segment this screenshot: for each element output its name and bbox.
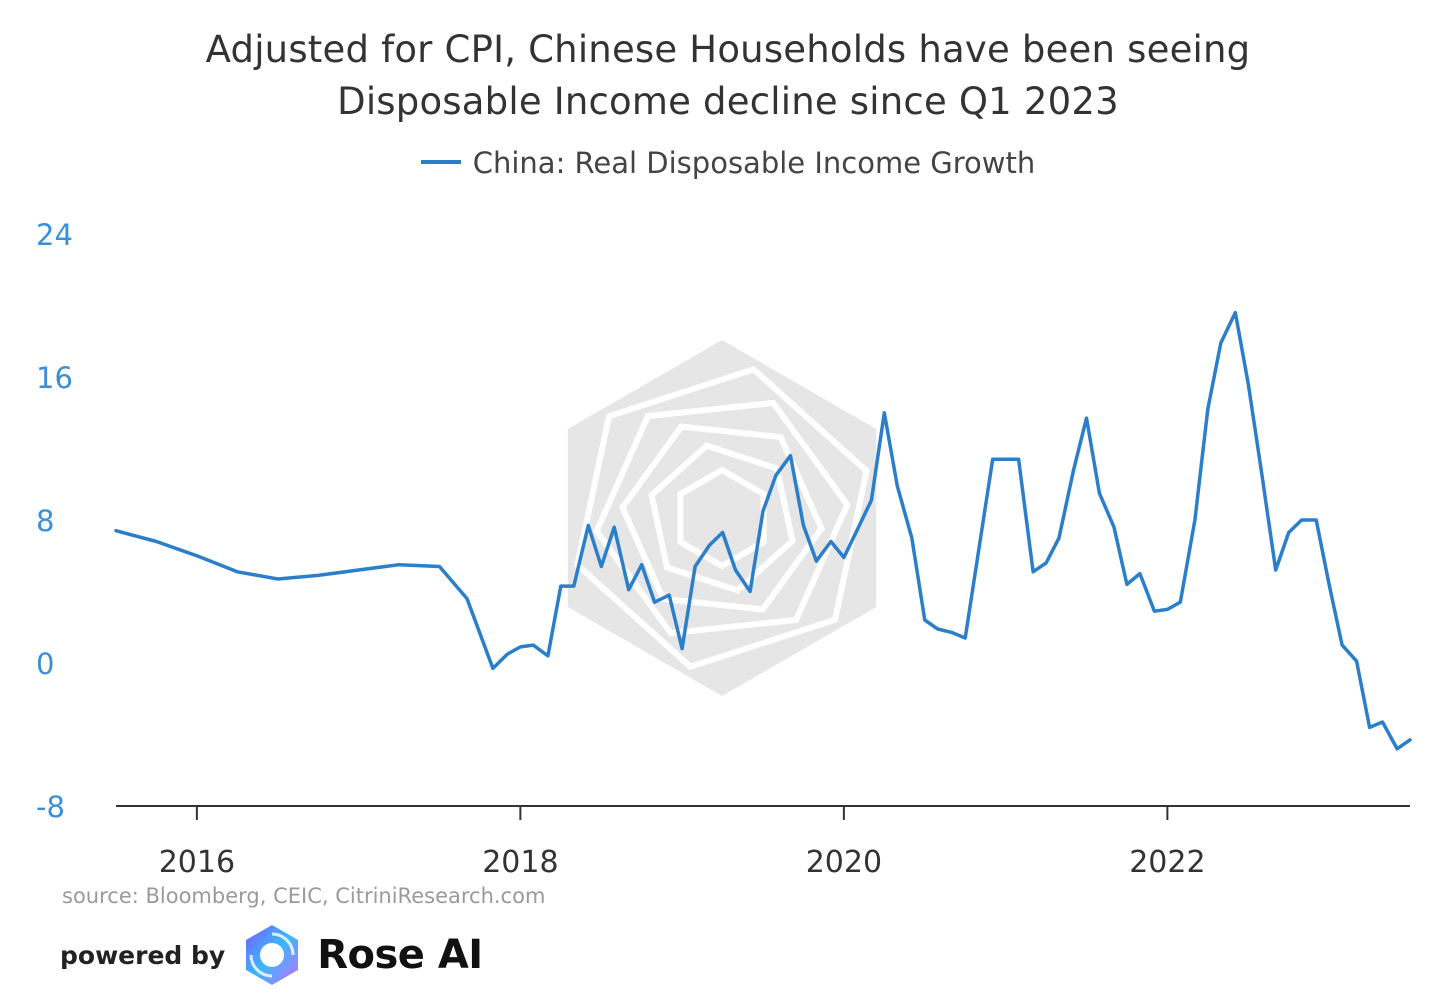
watermark-ring [593, 399, 851, 637]
chart-title-line2: Disposable Income decline since Q1 2023 [337, 80, 1119, 123]
x-axis: 2016 2018 2020 2022 [116, 805, 1410, 880]
legend: China: Real Disposable Income Growth [0, 146, 1456, 180]
y-tick-label: 8 [36, 504, 54, 538]
x-tick-label: 2022 [1129, 845, 1205, 880]
y-tick-label: 0 [36, 647, 54, 681]
chart-title-line1: Adjusted for CPI, Chinese Households hav… [205, 28, 1251, 71]
y-tick-label: 16 [36, 361, 73, 395]
y-tick-label: 24 [36, 218, 73, 252]
source-note: source: Bloomberg, CEIC, CitriniResearch… [62, 884, 546, 908]
x-tick-label: 2018 [482, 845, 558, 880]
watermark-ring [677, 466, 767, 570]
x-tick-label: 2020 [806, 845, 882, 880]
powered-by-label: powered by [60, 940, 226, 970]
legend-swatch [420, 160, 461, 164]
series-line [114, 310, 1412, 751]
rose-ai-logo-icon [246, 925, 299, 985]
powered-by-badge[interactable]: powered by Rose AI [60, 920, 483, 990]
watermark-ring [574, 365, 870, 671]
series-layer [114, 310, 1412, 751]
chart-title: Adjusted for CPI, Chinese Households hav… [0, 24, 1456, 128]
watermark-ring [567, 340, 877, 696]
rose-ai-watermark-icon [567, 340, 877, 696]
brand-name: Rose AI [317, 932, 483, 978]
y-tick-label: -8 [36, 790, 65, 824]
y-axis: 24 16 8 0 -8 [36, 218, 73, 824]
watermark-ring [648, 442, 796, 594]
x-tick-label: 2016 [159, 845, 235, 880]
legend-label: China: Real Disposable Income Growth [472, 146, 1036, 180]
